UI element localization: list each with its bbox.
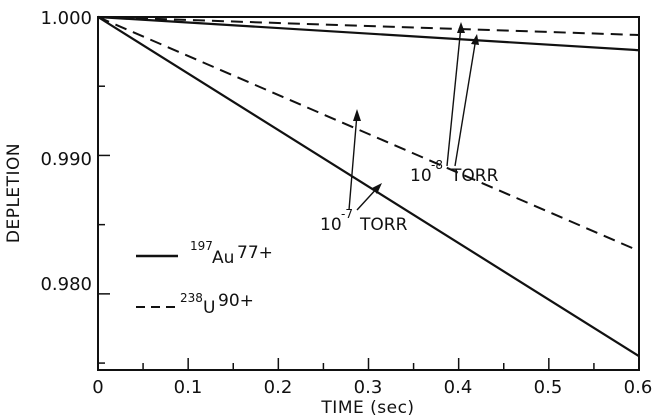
x-tick-label: 0.2 [264,377,293,398]
x-tick-label: 0.4 [444,377,473,398]
x-axis-title: TIME (sec) [320,398,414,417]
legend-charge: 77+ [237,243,273,263]
arrow-heads [353,22,479,194]
arrow-to-u-1e-8 [454,37,477,167]
legend: 197 Au 77+ 238 U 90+ [136,239,273,318]
y-tick-label: 0.990 [40,149,92,170]
annotation-exponent: -8 [431,158,443,172]
legend-mass: 197 [190,239,213,253]
legend-element: Au [212,248,234,268]
annotation-unit: TORR [450,166,499,186]
series-line-u_1e7 [97,16,640,252]
plot-frame [97,16,640,371]
x-tick-label: 0.3 [354,377,383,398]
annotation-torr-1e-7: 10 -7 TORR [320,207,408,235]
y-tick-label: 0.980 [40,274,92,295]
arrow-to-au-1e-8 [446,25,462,167]
arrowhead [457,22,465,33]
arrow-to-au-1e-7 [348,113,358,211]
annotation-arrows [348,25,477,211]
annotation-unit: TORR [359,215,408,235]
arrowhead [353,109,361,121]
series-line-au_1e8 [97,15,640,52]
arrowhead [471,34,479,45]
x-tick-label: 0 [92,377,103,398]
annotation-exponent: -7 [341,207,353,221]
annotation-torr-1e-8: 10 -8 TORR [410,158,499,186]
x-tick-label: 0.5 [534,377,563,398]
y-axis-title: DEPLETION [4,143,24,243]
legend-mass: 238 [180,291,203,305]
series-layer [97,15,640,358]
legend-charge: 90+ [218,291,254,311]
y-tick-label: 1.000 [40,8,92,29]
annotation-base: 10 [410,166,432,186]
x-tick-label: 0.1 [174,377,203,398]
legend-element: U [203,298,215,318]
series-line-au_1e7 [97,16,640,358]
series-line-u_1e8 [97,16,640,36]
tick-marks [97,16,640,370]
x-tick-label: 0.6 [624,377,653,398]
annotation-base: 10 [320,215,342,235]
arrowhead [372,183,382,194]
